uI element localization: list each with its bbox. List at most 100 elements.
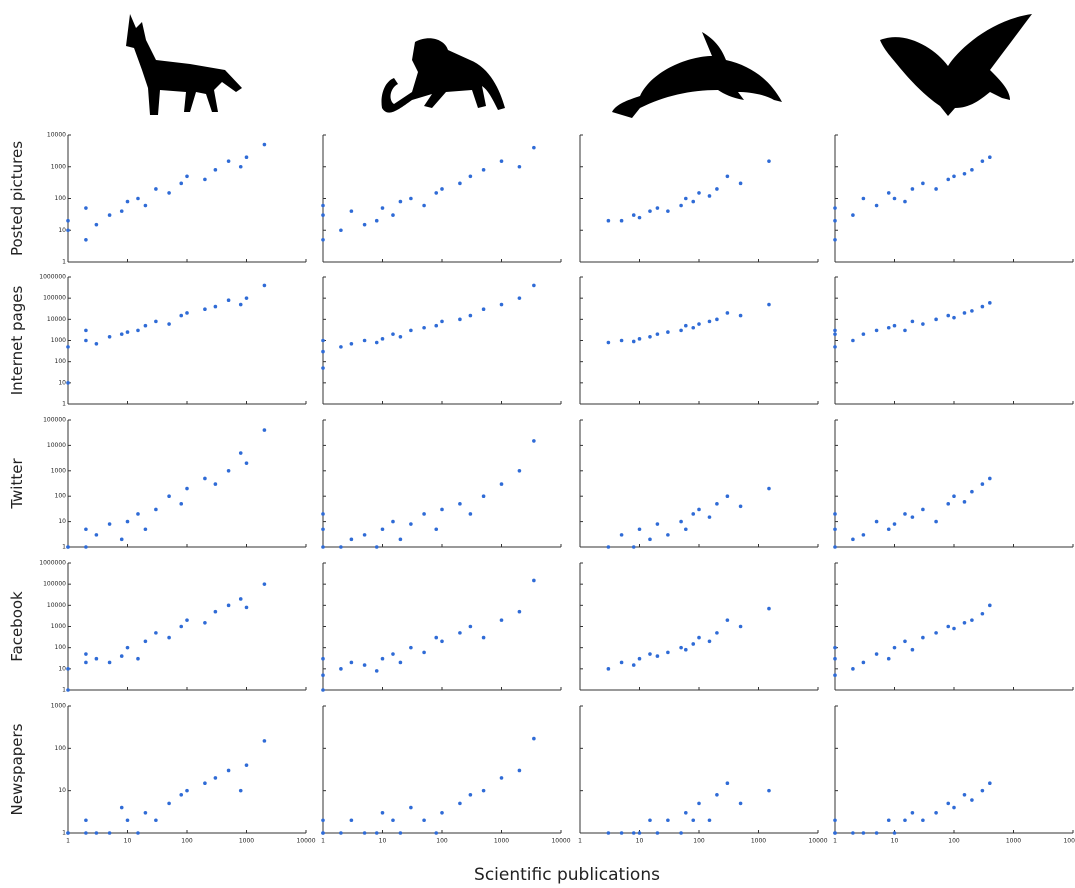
point — [697, 636, 701, 640]
point — [350, 209, 354, 213]
point — [833, 238, 837, 242]
point — [500, 618, 504, 622]
y-tick-label: 1 — [62, 830, 66, 837]
point — [84, 527, 88, 531]
point — [666, 330, 670, 334]
point — [679, 329, 683, 333]
point — [921, 818, 925, 822]
panel — [580, 420, 818, 549]
y-tick-label: 1 — [62, 401, 66, 408]
point — [981, 305, 985, 309]
point — [440, 508, 444, 512]
y-tick-label: 10000 — [47, 132, 66, 139]
point — [946, 802, 950, 806]
point — [833, 329, 837, 333]
y-tick-label: 10 — [58, 518, 66, 525]
point — [409, 806, 413, 810]
point — [239, 303, 243, 307]
point — [833, 818, 837, 822]
point — [120, 654, 124, 658]
point — [518, 769, 522, 773]
point — [321, 350, 325, 354]
y-axis-label: Posted pictures — [8, 141, 26, 256]
x-tick-label: 1 — [833, 838, 837, 845]
point — [911, 187, 915, 191]
point — [532, 284, 536, 288]
point — [981, 612, 985, 616]
point — [185, 487, 189, 491]
point — [638, 657, 642, 661]
point — [167, 802, 171, 806]
point — [875, 520, 879, 524]
point — [227, 469, 231, 473]
point — [179, 625, 183, 629]
point — [851, 831, 855, 835]
point — [214, 305, 218, 309]
point — [970, 618, 974, 622]
point — [239, 597, 243, 601]
point — [469, 625, 473, 629]
point — [903, 818, 907, 822]
point — [833, 527, 837, 531]
point — [434, 527, 438, 531]
point — [532, 146, 536, 150]
point — [911, 515, 915, 519]
point — [684, 648, 688, 652]
point — [607, 341, 611, 345]
panel — [580, 135, 818, 262]
y-tick-label: 100000 — [43, 581, 66, 588]
x-tick-label: 10 — [379, 838, 387, 845]
point — [988, 301, 992, 305]
point — [875, 204, 879, 208]
point — [434, 636, 438, 640]
point — [185, 789, 189, 793]
point — [185, 175, 189, 179]
point — [469, 314, 473, 318]
point — [981, 789, 985, 793]
point — [154, 508, 158, 512]
point — [136, 831, 140, 835]
point — [697, 191, 701, 195]
point — [632, 663, 636, 667]
point — [458, 502, 462, 506]
point — [500, 159, 504, 163]
point — [227, 298, 231, 302]
point — [422, 651, 426, 655]
y-tick-label: 1000000 — [39, 274, 66, 281]
point — [321, 831, 325, 835]
point — [179, 182, 183, 186]
point — [726, 494, 730, 498]
point — [339, 345, 343, 349]
y-tick-label: 10000 — [47, 442, 66, 449]
point — [708, 320, 712, 324]
y-tick-label: 1000 — [51, 703, 66, 710]
point — [715, 793, 719, 797]
y-tick-label: 10 — [58, 227, 66, 234]
point — [666, 209, 670, 213]
point — [440, 320, 444, 324]
point — [214, 776, 218, 780]
point — [167, 494, 171, 498]
point — [84, 545, 88, 549]
point — [321, 657, 325, 661]
point — [607, 831, 611, 835]
point — [684, 197, 688, 201]
point — [952, 316, 956, 320]
point — [375, 669, 379, 673]
point — [154, 187, 158, 191]
point — [375, 219, 379, 223]
point — [934, 187, 938, 191]
point — [518, 469, 522, 473]
point — [767, 487, 771, 491]
point — [697, 802, 701, 806]
point — [656, 654, 660, 658]
point — [708, 515, 712, 519]
x-tick-label: 10 — [124, 838, 132, 845]
point — [399, 335, 403, 339]
point — [203, 307, 207, 311]
point — [84, 831, 88, 835]
point — [482, 494, 486, 498]
